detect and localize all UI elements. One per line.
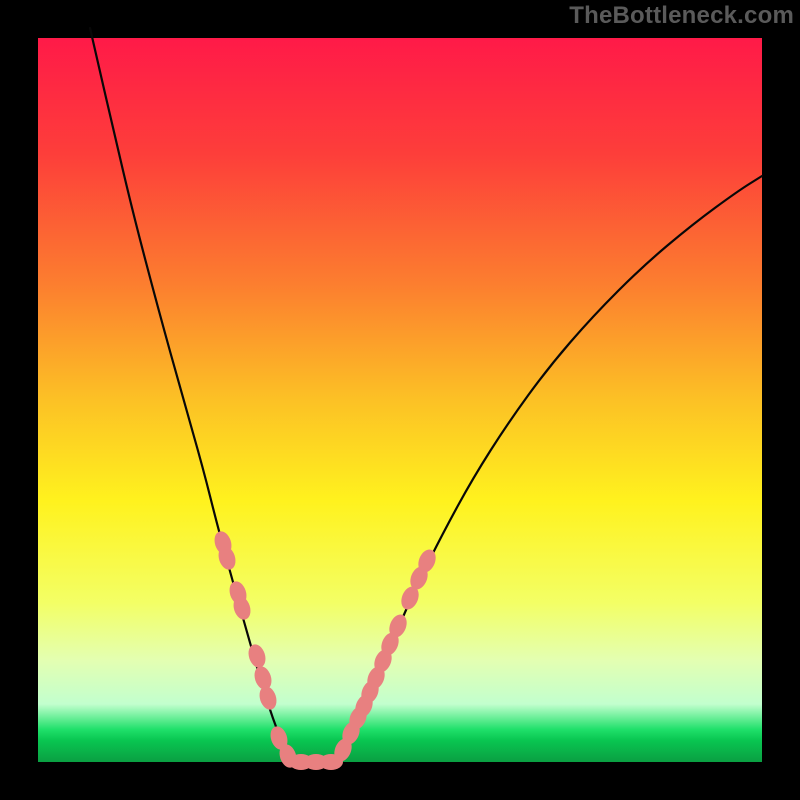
chart-svg: [0, 0, 800, 800]
plot-background: [38, 38, 762, 762]
chart-canvas: TheBottleneck.com: [0, 0, 800, 800]
watermark-text: TheBottleneck.com: [569, 2, 794, 30]
